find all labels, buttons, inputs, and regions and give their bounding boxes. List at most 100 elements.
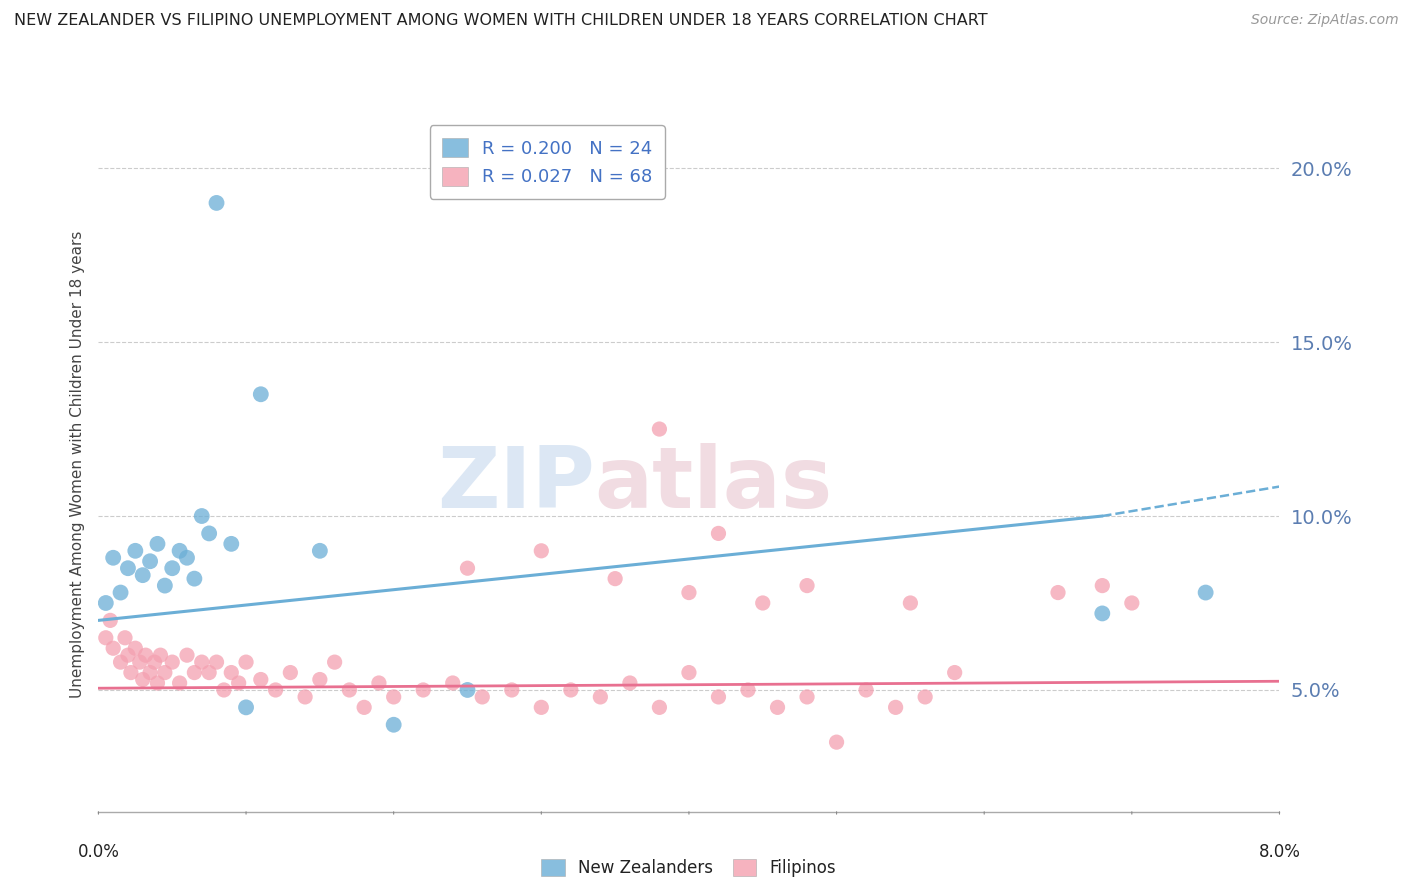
- Point: [456, 561, 478, 575]
- Point: [110, 585, 132, 599]
- Point: [796, 690, 818, 704]
- Legend: New Zealanders, Filipinos: New Zealanders, Filipinos: [534, 852, 844, 883]
- Point: [146, 676, 169, 690]
- Point: [176, 550, 198, 565]
- Point: [1046, 585, 1069, 599]
- Point: [162, 561, 183, 575]
- Point: [153, 578, 176, 592]
- Point: [530, 543, 553, 558]
- Point: [337, 683, 360, 698]
- Point: [162, 655, 183, 669]
- Point: [205, 655, 228, 669]
- Point: [900, 596, 922, 610]
- Point: [737, 683, 759, 698]
- Point: [124, 543, 146, 558]
- Point: [471, 690, 494, 704]
- Point: [228, 676, 250, 690]
- Text: 0.0%: 0.0%: [77, 843, 120, 861]
- Point: [501, 683, 523, 698]
- Point: [139, 665, 162, 680]
- Point: [884, 700, 907, 714]
- Point: [855, 683, 877, 698]
- Point: [1091, 607, 1114, 621]
- Point: [103, 550, 125, 565]
- Y-axis label: Unemployment Among Women with Children Under 18 years: Unemployment Among Women with Children U…: [69, 230, 84, 698]
- Point: [117, 648, 139, 662]
- Point: [796, 578, 818, 592]
- Point: [560, 683, 582, 698]
- Point: [278, 665, 302, 680]
- Point: [367, 676, 389, 690]
- Point: [530, 700, 553, 714]
- Point: [198, 526, 221, 541]
- Point: [648, 422, 671, 436]
- Point: [678, 585, 700, 599]
- Point: [94, 631, 117, 645]
- Point: [353, 700, 375, 714]
- Point: [264, 683, 287, 698]
- Point: [294, 690, 316, 704]
- Point: [183, 665, 205, 680]
- Point: [235, 700, 257, 714]
- Point: [176, 648, 198, 662]
- Point: [143, 655, 166, 669]
- Point: [120, 665, 142, 680]
- Point: [382, 690, 405, 704]
- Point: [110, 655, 132, 669]
- Text: NEW ZEALANDER VS FILIPINO UNEMPLOYMENT AMONG WOMEN WITH CHILDREN UNDER 18 YEARS : NEW ZEALANDER VS FILIPINO UNEMPLOYMENT A…: [14, 13, 987, 29]
- Point: [250, 673, 273, 687]
- Point: [308, 543, 332, 558]
- Point: [114, 631, 136, 645]
- Point: [198, 665, 221, 680]
- Point: [94, 596, 117, 610]
- Point: [169, 676, 191, 690]
- Point: [146, 537, 169, 551]
- Point: [98, 614, 121, 628]
- Point: [191, 655, 214, 669]
- Point: [825, 735, 848, 749]
- Point: [605, 572, 627, 586]
- Point: [153, 665, 176, 680]
- Point: [191, 508, 214, 523]
- Point: [135, 648, 157, 662]
- Point: [678, 665, 700, 680]
- Point: [132, 568, 155, 582]
- Point: [619, 676, 641, 690]
- Point: [441, 676, 464, 690]
- Point: [139, 554, 162, 568]
- Point: [943, 665, 966, 680]
- Point: [124, 641, 146, 656]
- Point: [751, 596, 773, 610]
- Point: [183, 572, 205, 586]
- Point: [914, 690, 936, 704]
- Point: [132, 673, 155, 687]
- Point: [308, 673, 332, 687]
- Point: [1121, 596, 1143, 610]
- Point: [456, 683, 478, 698]
- Point: [1194, 585, 1216, 599]
- Point: [382, 717, 405, 731]
- Text: atlas: atlas: [595, 443, 832, 526]
- Point: [117, 561, 139, 575]
- Point: [149, 648, 172, 662]
- Point: [707, 690, 730, 704]
- Point: [103, 641, 125, 656]
- Point: [205, 195, 228, 210]
- Text: ZIP: ZIP: [437, 443, 595, 526]
- Point: [412, 683, 434, 698]
- Text: 8.0%: 8.0%: [1258, 843, 1301, 861]
- Point: [707, 526, 730, 541]
- Point: [219, 537, 242, 551]
- Point: [169, 543, 191, 558]
- Text: Source: ZipAtlas.com: Source: ZipAtlas.com: [1251, 13, 1399, 28]
- Point: [1091, 578, 1114, 592]
- Point: [219, 665, 242, 680]
- Point: [589, 690, 612, 704]
- Point: [235, 655, 257, 669]
- Point: [128, 655, 150, 669]
- Point: [648, 700, 671, 714]
- Point: [212, 683, 235, 698]
- Point: [250, 387, 273, 401]
- Point: [323, 655, 346, 669]
- Point: [766, 700, 789, 714]
